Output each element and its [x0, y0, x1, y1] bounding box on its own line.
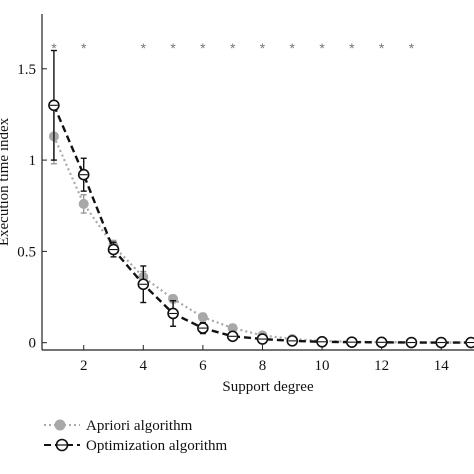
data-point-apriori — [197, 312, 208, 323]
x-tick-label: 10 — [315, 358, 330, 374]
series-apriori — [48, 108, 474, 348]
x-ticks: 2 4 6 8 10 12 14 — [80, 345, 449, 374]
significance-star: * — [200, 40, 206, 56]
y-axis-title: Execution time index — [0, 117, 12, 246]
y-ticks: 0 0.5 1 1.5 — [17, 62, 47, 352]
y-tick-label: 1 — [29, 153, 37, 169]
x-axis-title: Support degree — [222, 379, 314, 395]
significance-star: * — [290, 40, 296, 56]
significance-star: * — [349, 40, 355, 56]
significance-star: * — [379, 40, 385, 56]
legend-item-optimization: Optimization algorithm — [44, 438, 228, 454]
data-point-apriori — [78, 198, 89, 209]
series-line-optimization — [52, 104, 472, 344]
significance-star: * — [81, 40, 87, 56]
series-line-apriori — [52, 135, 472, 344]
legend-item-apriori: Apriori algorithm — [44, 418, 193, 434]
x-tick-label: 12 — [374, 358, 389, 374]
significance-star: * — [141, 40, 147, 56]
legend-label-optimization: Optimization algorithm — [86, 438, 228, 454]
y-tick-label: 0 — [29, 336, 37, 352]
series-layer — [48, 49, 474, 349]
significance-star: * — [409, 40, 415, 56]
x-tick-label: 8 — [259, 358, 267, 374]
x-tick-label: 14 — [434, 358, 450, 374]
significance-markers: * * * * * * * * * * * * — [51, 40, 415, 56]
y-tick-label: 1.5 — [17, 62, 36, 78]
significance-star: * — [319, 40, 325, 56]
significance-star: * — [51, 40, 57, 56]
legend-label-apriori: Apriori algorithm — [86, 418, 193, 434]
significance-star: * — [260, 40, 266, 56]
significance-star: * — [170, 40, 176, 56]
series-optimization — [48, 49, 474, 349]
y-tick-label: 0.5 — [17, 244, 36, 260]
legend: Apriori algorithm Optimization algorithm — [44, 418, 228, 454]
data-point-apriori — [227, 323, 238, 334]
axes — [41, 14, 474, 351]
legend-marker-apriori — [54, 419, 66, 431]
x-tick-label: 6 — [199, 358, 207, 374]
x-tick-label: 2 — [80, 358, 88, 374]
significance-star: * — [230, 40, 236, 56]
x-tick-label: 4 — [140, 358, 148, 374]
